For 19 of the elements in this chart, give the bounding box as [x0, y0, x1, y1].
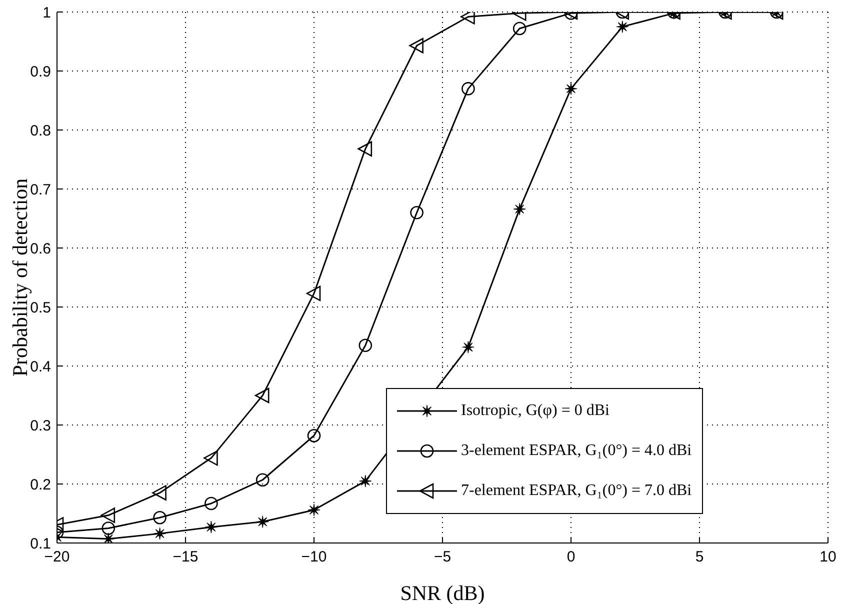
- y-tick-label: 0.3: [30, 417, 51, 434]
- y-tick-label: 1: [42, 4, 51, 22]
- y-tick-label: 0.4: [30, 358, 51, 376]
- y-axis-title: Probability of detection: [8, 178, 32, 377]
- y-tick-label: 0.8: [30, 122, 51, 140]
- y-tick-label: 0.9: [30, 63, 51, 80]
- x-tick-label: −10: [301, 548, 327, 566]
- x-tick-label: −5: [434, 548, 452, 566]
- y-tick-label: 0.5: [30, 299, 51, 316]
- y-tick-label: 0.6: [30, 240, 51, 258]
- x-tick-label: −15: [172, 548, 198, 566]
- y-tick-label: 0.2: [30, 476, 51, 494]
- legend-label: 3-element ESPAR, G₁(0°) = 4.0 dBi: [461, 442, 692, 460]
- x-tick-label: 5: [695, 548, 704, 566]
- y-tick-label: 0.7: [30, 181, 51, 198]
- legend-label: 7-element ESPAR, G₁(0°) = 7.0 dBi: [461, 482, 692, 500]
- legend-label: Isotropic, G(φ) = 0 dBi: [461, 402, 610, 420]
- x-tick-label: 10: [820, 548, 836, 566]
- x-tick-label: 0: [566, 548, 576, 566]
